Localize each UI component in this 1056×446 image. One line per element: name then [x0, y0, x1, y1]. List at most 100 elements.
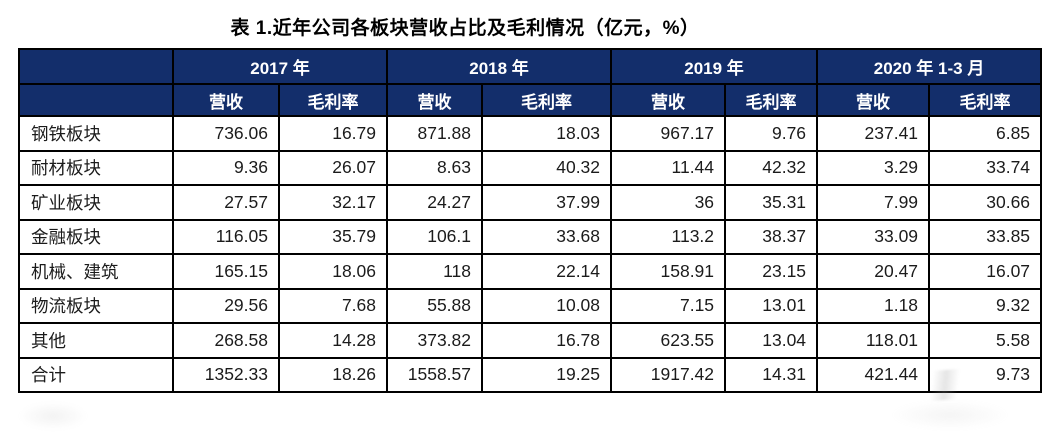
data-cell: 20.47 — [816, 253, 931, 290]
metric-header-margin-2017: 毛利率 — [277, 83, 389, 117]
row-label: 耐材板块 — [18, 149, 174, 186]
data-cell: 623.55 — [610, 322, 727, 359]
row-label: 机械、建筑 — [18, 253, 174, 290]
data-cell: 268.58 — [172, 322, 280, 359]
data-cell: 13.04 — [724, 322, 819, 359]
data-cell: 9.36 — [172, 149, 280, 186]
data-cell: 18.06 — [277, 253, 389, 290]
table-row-machinery-construction: 机械、建筑 165.15 18.06 118 22.14 158.91 23.1… — [18, 253, 1043, 290]
watermark-smudge — [890, 400, 1010, 430]
row-label: 其他 — [18, 322, 174, 359]
year-header-2020q1: 2020 年 1-3 月 — [816, 48, 1043, 85]
data-cell: 37.99 — [481, 184, 613, 221]
data-cell: 736.06 — [172, 115, 280, 152]
data-cell: 32.17 — [277, 184, 389, 221]
data-cell: 16.78 — [481, 322, 613, 359]
metric-header-revenue-2019: 营收 — [610, 83, 727, 117]
table-row-steel: 钢铁板块 736.06 16.79 871.88 18.03 967.17 9.… — [18, 115, 1043, 152]
data-cell: 5.58 — [928, 322, 1043, 359]
data-cell: 116.05 — [172, 218, 280, 255]
data-cell: 373.82 — [386, 322, 484, 359]
data-cell: 18.26 — [277, 356, 389, 393]
table-row-total: 合计 1352.33 18.26 1558.57 19.25 1917.42 1… — [18, 356, 1043, 393]
data-cell: 237.41 — [816, 115, 931, 152]
data-cell: 35.79 — [277, 218, 389, 255]
data-cell: 10.08 — [481, 287, 613, 324]
data-cell: 421.44 — [816, 356, 931, 393]
data-cell: 165.15 — [172, 253, 280, 290]
row-label: 物流板块 — [18, 287, 174, 324]
data-cell: 18.03 — [481, 115, 613, 152]
data-cell: 22.14 — [481, 253, 613, 290]
data-cell: 33.09 — [816, 218, 931, 255]
data-cell: 38.37 — [724, 218, 819, 255]
row-label: 金融板块 — [18, 218, 174, 255]
corner-cell-top — [18, 48, 174, 85]
metric-header-revenue-2018: 营收 — [386, 83, 484, 117]
table-row-other: 其他 268.58 14.28 373.82 16.78 623.55 13.0… — [18, 322, 1043, 359]
data-cell: 36 — [610, 184, 727, 221]
data-cell: 14.28 — [277, 322, 389, 359]
data-cell: 11.44 — [610, 149, 727, 186]
data-cell: 113.2 — [610, 218, 727, 255]
metric-header-margin-2018: 毛利率 — [481, 83, 613, 117]
data-cell: 14.31 — [724, 356, 819, 393]
data-cell: 35.31 — [724, 184, 819, 221]
data-cell: 871.88 — [386, 115, 484, 152]
data-cell: 9.73 — [928, 356, 1043, 393]
data-cell: 1.18 — [816, 287, 931, 324]
data-cell: 7.15 — [610, 287, 727, 324]
data-cell: 42.32 — [724, 149, 819, 186]
segment-revenue-table: 2017 年 2018 年 2019 年 2020 年 1-3 月 营收 毛利率… — [18, 48, 1043, 393]
data-cell: 118.01 — [816, 322, 931, 359]
year-header-2017: 2017 年 — [171, 48, 389, 85]
data-cell: 23.15 — [724, 253, 819, 290]
table-title: 表 1.近年公司各板块营收占比及毛利情况（亿元，%） — [230, 18, 700, 39]
data-cell: 7.68 — [277, 287, 389, 324]
data-cell: 3.29 — [816, 149, 931, 186]
data-cell: 7.99 — [816, 184, 931, 221]
data-cell: 6.85 — [928, 115, 1043, 152]
data-cell: 13.01 — [724, 287, 819, 324]
data-cell: 158.91 — [610, 253, 727, 290]
year-header-2018: 2018 年 — [386, 48, 613, 85]
data-cell: 55.88 — [386, 287, 484, 324]
row-label: 钢铁板块 — [18, 115, 174, 152]
metric-header-margin-2020: 毛利率 — [928, 83, 1043, 117]
data-cell: 9.76 — [724, 115, 819, 152]
data-cell: 118 — [386, 253, 484, 290]
data-cell: 106.1 — [386, 218, 484, 255]
data-cell: 24.27 — [386, 184, 484, 221]
data-cell: 33.74 — [928, 149, 1043, 186]
data-cell: 27.57 — [172, 184, 280, 221]
year-header-2019: 2019 年 — [610, 48, 819, 85]
table-row-finance: 金融板块 116.05 35.79 106.1 33.68 113.2 38.3… — [18, 218, 1043, 255]
data-cell: 967.17 — [610, 115, 727, 152]
data-cell: 8.63 — [386, 149, 484, 186]
table-row-logistics: 物流板块 29.56 7.68 55.88 10.08 7.15 13.01 1… — [18, 287, 1043, 324]
data-cell: 30.66 — [928, 184, 1043, 221]
table-row-refractory: 耐材板块 9.36 26.07 8.63 40.32 11.44 42.32 3… — [18, 149, 1043, 186]
data-cell: 16.79 — [277, 115, 389, 152]
metric-header-margin-2019: 毛利率 — [724, 83, 819, 117]
metric-header-revenue-2017: 营收 — [172, 83, 280, 117]
data-cell: 16.07 — [928, 253, 1043, 290]
metric-header-revenue-2020: 营收 — [816, 83, 931, 117]
data-cell: 1917.42 — [610, 356, 727, 393]
watermark-smudge — [18, 402, 88, 430]
data-cell: 19.25 — [481, 356, 613, 393]
year-header-row: 2017 年 2018 年 2019 年 2020 年 1-3 月 — [18, 48, 1043, 85]
data-cell: 1558.57 — [386, 356, 484, 393]
data-cell: 33.85 — [928, 218, 1043, 255]
data-cell: 29.56 — [172, 287, 280, 324]
row-label: 矿业板块 — [18, 184, 174, 221]
data-cell: 33.68 — [481, 218, 613, 255]
data-cell: 40.32 — [481, 149, 613, 186]
data-cell: 1352.33 — [172, 356, 280, 393]
data-cell: 26.07 — [277, 149, 389, 186]
corner-cell-bottom — [18, 83, 174, 117]
table-row-mining: 矿业板块 27.57 32.17 24.27 37.99 36 35.31 7.… — [18, 184, 1043, 221]
row-label: 合计 — [18, 356, 174, 393]
metric-header-row: 营收 毛利率 营收 毛利率 营收 毛利率 营收 毛利率 — [18, 83, 1043, 117]
data-cell: 9.32 — [928, 287, 1043, 324]
